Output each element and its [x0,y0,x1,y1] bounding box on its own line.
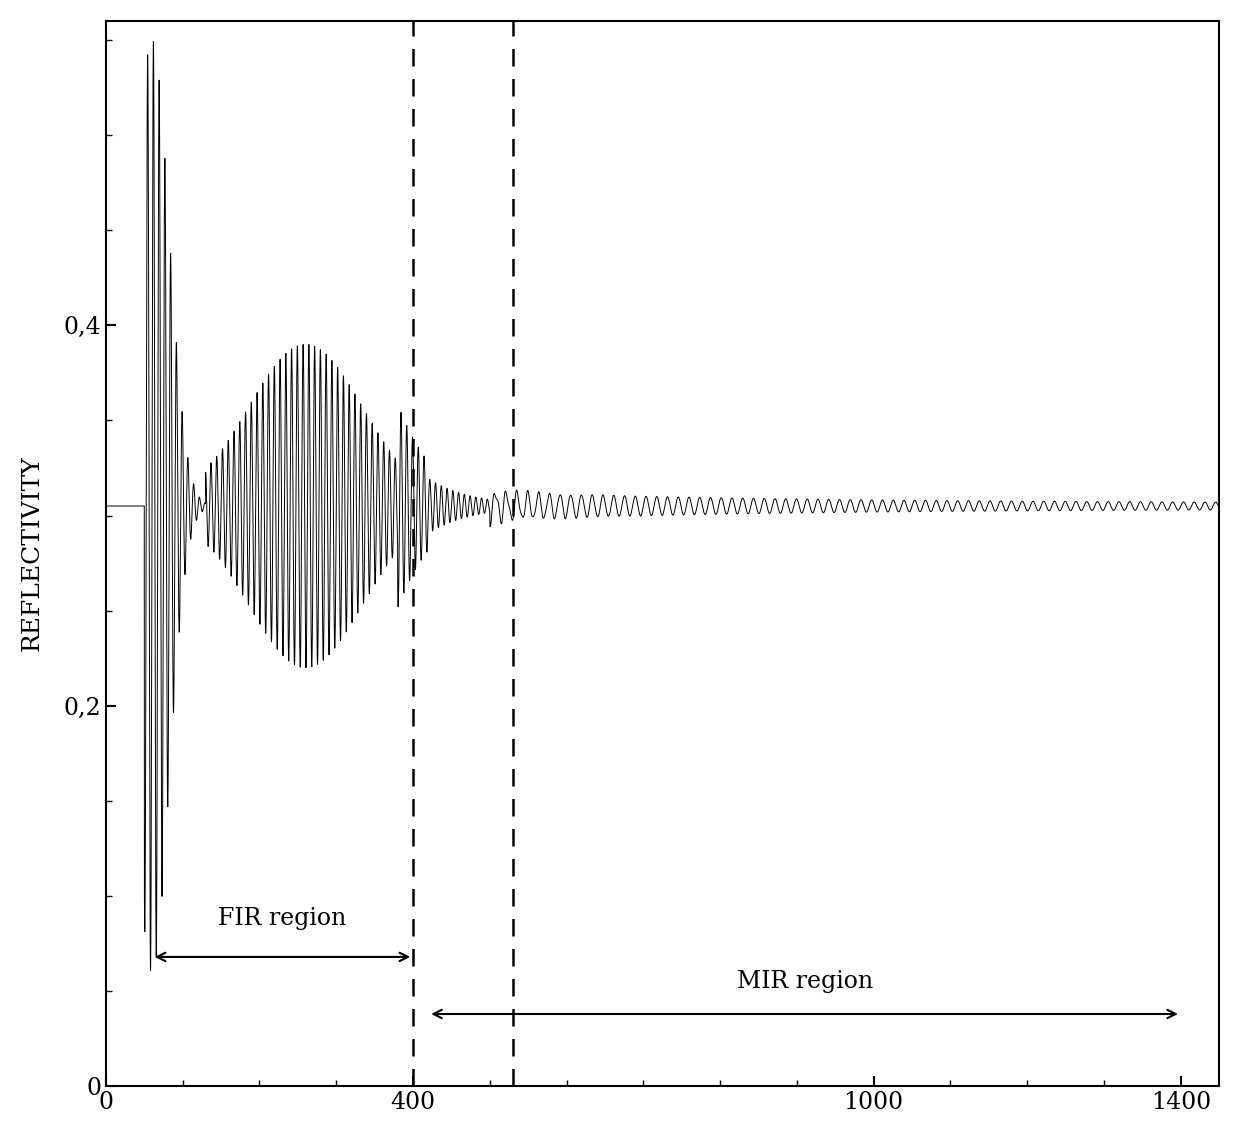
Text: FIR region: FIR region [218,907,347,931]
Text: MIR region: MIR region [737,970,873,993]
Y-axis label: REFLECTIVITY: REFLECTIVITY [21,455,43,651]
